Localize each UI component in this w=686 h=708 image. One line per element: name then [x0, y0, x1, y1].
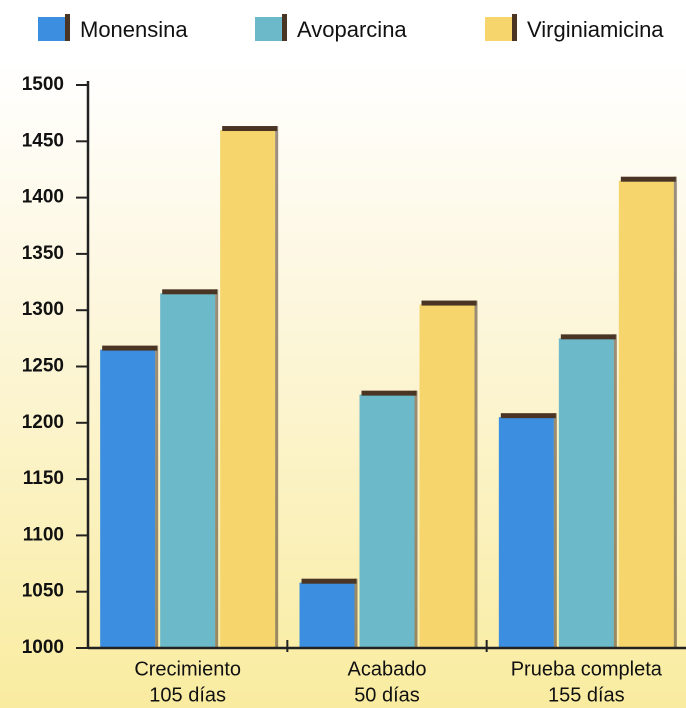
bar-cap: [222, 126, 278, 132]
bar-side: [553, 413, 557, 648]
y-tick-label: 1400: [22, 187, 64, 208]
y-tick-label: 1150: [23, 468, 64, 489]
bar-cap: [500, 413, 556, 419]
y-tick-label: 1500: [22, 74, 64, 95]
bar-side: [275, 126, 279, 649]
x-tick-label: 50 días: [354, 684, 420, 706]
bar-side: [673, 176, 677, 648]
bar: [498, 417, 554, 648]
y-tick-label: 1350: [22, 243, 64, 264]
y-tick-label: 1450: [22, 130, 64, 151]
y-tick-label: 1300: [22, 299, 64, 320]
x-tick-label: Crecimiento: [134, 658, 241, 680]
bar-cap: [162, 289, 218, 295]
bar: [419, 304, 475, 648]
legend-swatch: [38, 17, 68, 41]
y-tick-label: 1200: [22, 412, 64, 433]
bar: [160, 293, 216, 648]
x-tick-label: 105 días: [149, 684, 226, 706]
y-tick-label: 1050: [22, 581, 64, 602]
bar: [100, 349, 156, 648]
bar-cap: [361, 390, 417, 396]
bar-cap: [421, 300, 477, 306]
x-tick-label: Prueba completa: [511, 658, 663, 680]
bar: [299, 582, 355, 648]
y-tick-label: 1000: [22, 637, 64, 658]
legend-swatch: [485, 17, 515, 41]
legend-label: Monensina: [80, 17, 188, 42]
bar: [618, 180, 674, 648]
bar-side: [354, 578, 358, 648]
bar-side: [215, 289, 219, 648]
legend-swatch-edge: [282, 14, 287, 41]
bar-cap: [102, 345, 158, 351]
bar-cap: [620, 176, 676, 182]
bar-side: [155, 345, 159, 648]
bar-cap: [301, 578, 357, 584]
bar-side: [414, 390, 418, 648]
legend-swatch-edge: [512, 14, 517, 41]
x-tick-label: 155 días: [548, 684, 625, 706]
legend-background: [0, 0, 686, 60]
bar: [359, 394, 415, 648]
legend-swatch-edge: [65, 14, 70, 41]
y-tick-label: 1100: [23, 524, 64, 545]
legend-label: Avoparcina: [297, 17, 407, 42]
legend-swatch: [255, 17, 285, 41]
bar-cap: [560, 334, 616, 340]
bar: [220, 130, 276, 649]
y-tick-label: 1250: [22, 356, 64, 377]
x-tick-label: Acabado: [348, 658, 427, 680]
legend-label: Virginiamicina: [527, 17, 664, 42]
bar-side: [474, 300, 478, 648]
bar: [558, 338, 614, 648]
bar-side: [613, 334, 617, 648]
